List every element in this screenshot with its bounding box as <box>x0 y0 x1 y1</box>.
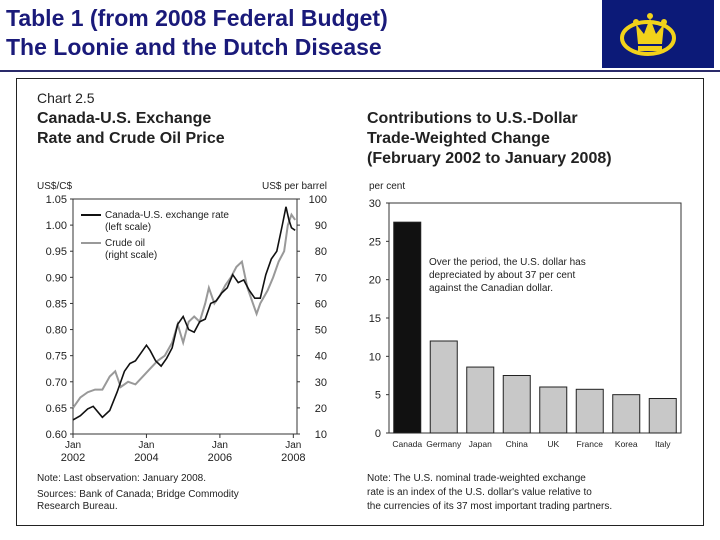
x-tick-label-year: 2004 <box>134 452 158 464</box>
x-tick-label-month: Jan <box>65 440 81 451</box>
left-axis-unit: US$/C$ <box>37 181 72 192</box>
charts-svg: Chart 2.5 Canada-U.S. Exchange Rate and … <box>37 90 682 512</box>
bar-germany <box>429 340 458 434</box>
left-chart-title-line1: Canada-U.S. Exchange <box>37 110 211 127</box>
bar-y-tick-label: 5 <box>375 390 381 402</box>
bar-label-korea: Korea <box>615 439 638 449</box>
bar-label-germany: Germany <box>426 439 462 449</box>
right-y-tick-label: 90 <box>315 220 327 232</box>
slide-title-line1: Table 1 (from 2008 Federal Budget) <box>6 5 388 31</box>
right-annotation-2: depreciated by about 37 per cent <box>429 270 575 281</box>
left-y-tick-label: 0.95 <box>46 246 67 258</box>
left-y-tick-label: 0.70 <box>46 377 67 389</box>
left-chart-series <box>72 206 296 421</box>
bar-y-tick-label: 30 <box>369 198 381 210</box>
right-annotation-3: against the Canadian dollar. <box>429 283 553 294</box>
left-y-tick-label: 0.65 <box>46 403 67 415</box>
bar-korea <box>612 394 641 434</box>
crown-logo <box>602 0 714 68</box>
legend-note-oil: (right scale) <box>105 250 157 261</box>
right-y-tick-label: 10 <box>315 429 327 441</box>
bar-y-tick-label: 25 <box>369 236 381 248</box>
right-y-tick-label: 70 <box>315 272 327 284</box>
right-chart-title-line1: Contributions to U.S.-Dollar <box>367 110 578 127</box>
right-chart-title-line3: (February 2002 to January 2008) <box>367 150 612 167</box>
x-tick-label-year: 2006 <box>208 452 232 464</box>
x-tick-label-year: 2002 <box>61 452 85 464</box>
right-note-2: rate is an index of the U.S. dollar's va… <box>367 487 592 498</box>
right-chart-axes: 30 25 20 15 10 5 0 <box>369 198 682 440</box>
bar-label-canada: Canada <box>392 439 422 449</box>
right-y-tick-label: 30 <box>315 377 327 389</box>
bar-label-uk: UK <box>547 439 559 449</box>
left-y-tick-label: 1.05 <box>46 194 67 206</box>
left-y-tick-label: 0.90 <box>46 272 67 284</box>
x-tick-label-month: Jan <box>138 440 154 451</box>
right-y-tick-label: 40 <box>315 351 327 363</box>
right-annotation-1: Over the period, the U.S. dollar has <box>429 257 586 268</box>
legend-note-exchange: (left scale) <box>105 222 151 233</box>
x-tick-label-month: Jan <box>285 440 301 451</box>
right-y-tick-label: 100 <box>309 194 327 206</box>
chart-panel: Chart 2.5 Canada-U.S. Exchange Rate and … <box>16 78 704 526</box>
right-y-tick-label: 60 <box>315 298 327 310</box>
left-y-tick-label: 0.75 <box>46 351 67 363</box>
bar-y-tick-label: 10 <box>369 351 381 363</box>
left-chart-legend: Canada-U.S. exchange rate (left scale) C… <box>81 210 229 261</box>
series-line-exchange-rate <box>72 206 296 421</box>
right-y-tick-label: 80 <box>315 246 327 258</box>
bar-japan <box>466 366 495 434</box>
left-y-tick-label: 0.80 <box>46 325 67 337</box>
left-note-1: Note: Last observation: January 2008. <box>37 473 206 484</box>
bar-label-france: France <box>577 439 604 449</box>
left-note-2: Sources: Bank of Canada; Bridge Commodit… <box>37 489 239 500</box>
bar-italy <box>648 398 677 434</box>
bar-label-japan: Japan <box>469 439 492 449</box>
bar-label-italy: Italy <box>655 439 671 449</box>
title-divider <box>0 70 720 72</box>
slide-title: Table 1 (from 2008 Federal Budget) The L… <box>6 4 388 62</box>
crown-icon <box>620 13 676 56</box>
left-y-tick-label: 0.60 <box>46 429 67 441</box>
bar-france <box>575 388 604 434</box>
x-tick-label-year: 2008 <box>281 452 305 464</box>
x-tick-label-month: Jan <box>212 440 228 451</box>
bar-label-china: China <box>506 439 528 449</box>
right-chart-bars: Canada Germany Japan China UK France Korea Ital… <box>392 221 677 449</box>
left-y-tick-label: 1.00 <box>46 220 67 232</box>
left-chart-label: Chart 2.5 <box>37 90 95 106</box>
left-chart-title-line2: Rate and Crude Oil Price <box>37 130 225 147</box>
bar-uk <box>539 386 568 434</box>
right-chart-title-line2: Trade-Weighted Change <box>367 130 550 147</box>
right-axis-unit: US$ per barrel <box>262 181 327 192</box>
right-chart-ylabel: per cent <box>369 181 405 192</box>
bar-y-tick-label: 20 <box>369 275 381 287</box>
legend-label-oil: Crude oil <box>105 238 145 249</box>
right-note-1: Note: The U.S. nominal trade-weighted ex… <box>367 473 586 484</box>
bar-china <box>502 375 531 434</box>
bar-canada <box>393 221 422 434</box>
left-chart-axes: 1.05 1.00 0.95 0.90 0.85 0.80 0.75 0.70 0.65 0.60… <box>46 194 327 464</box>
left-plot-frame <box>72 198 298 435</box>
left-note-3: Research Bureau. <box>37 501 118 512</box>
legend-label-exchange: Canada-U.S. exchange rate <box>105 210 229 221</box>
right-y-tick-label: 20 <box>315 403 327 415</box>
bar-y-tick-label: 15 <box>369 313 381 325</box>
slide-title-line2: The Loonie and the Dutch Disease <box>6 34 382 60</box>
right-note-3: the currencies of its 37 most important … <box>367 501 612 512</box>
bar-y-tick-label: 0 <box>375 428 381 440</box>
left-y-tick-label: 0.85 <box>46 298 67 310</box>
right-y-tick-label: 50 <box>315 325 327 337</box>
